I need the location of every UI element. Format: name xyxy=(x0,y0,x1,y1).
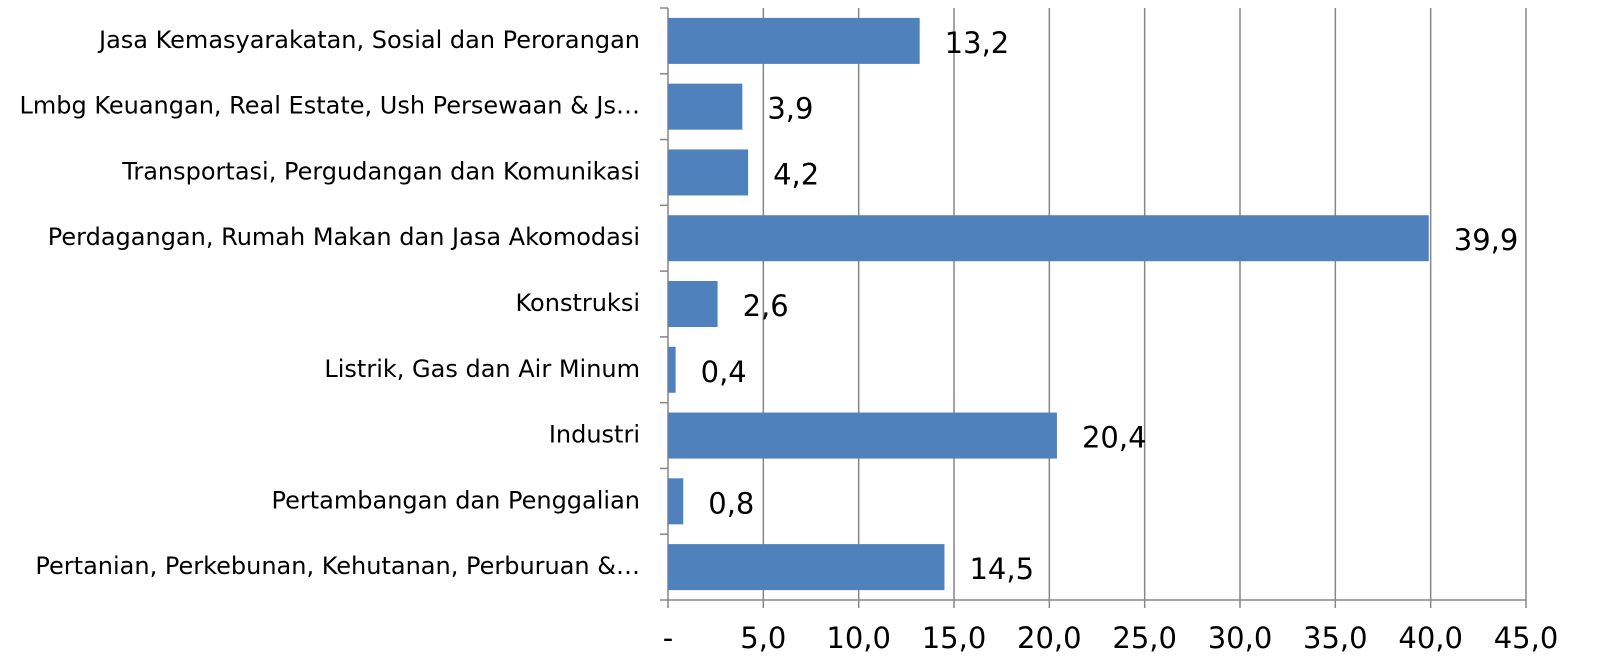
category-label: Perdagangan, Rumah Makan dan Jasa Akomod… xyxy=(48,223,640,251)
bar xyxy=(668,215,1429,262)
category-label: Pertanian, Perkebunan, Kehutanan, Perbur… xyxy=(35,552,640,580)
bar xyxy=(668,478,684,525)
value-label: 20,4 xyxy=(1082,421,1147,455)
value-label: 13,2 xyxy=(945,26,1010,60)
value-label: 0,4 xyxy=(701,355,747,389)
category-label: Transportasi, Pergudangan dan Komunikasi xyxy=(121,157,640,185)
category-label: Listrik, Gas dan Air Minum xyxy=(324,355,640,383)
category-label: Pertambangan dan Penggalian xyxy=(272,486,640,514)
x-tick-label: 20,0 xyxy=(1017,621,1082,655)
value-label: 3,9 xyxy=(767,92,813,126)
x-tick-label: 5,0 xyxy=(740,621,786,655)
bar xyxy=(668,544,945,591)
bar xyxy=(668,346,676,393)
x-tick-label: 15,0 xyxy=(922,621,987,655)
x-tick-label: 10,0 xyxy=(826,621,891,655)
value-label: 0,8 xyxy=(708,486,754,520)
value-label: 14,5 xyxy=(969,552,1034,586)
category-label: Industri xyxy=(549,421,640,449)
x-tick-label: 45,0 xyxy=(1494,621,1559,655)
x-tick-label: 35,0 xyxy=(1303,621,1368,655)
bar xyxy=(668,149,749,196)
x-tick-label: 40,0 xyxy=(1398,621,1463,655)
x-tick-label: - xyxy=(663,621,673,655)
x-tick-label: 25,0 xyxy=(1112,621,1177,655)
category-label: Jasa Kemasyarakatan, Sosial dan Perorang… xyxy=(97,26,640,54)
value-label: 2,6 xyxy=(743,289,789,323)
category-label: Konstruksi xyxy=(516,289,641,317)
x-tick-label: 30,0 xyxy=(1208,621,1273,655)
bar xyxy=(668,412,1057,459)
bar xyxy=(668,17,920,64)
bar xyxy=(668,83,743,130)
bar xyxy=(668,281,718,327)
category-label: Lmbg Keuangan, Real Estate, Ush Persewaa… xyxy=(19,92,640,120)
value-label: 39,9 xyxy=(1454,223,1519,257)
value-label: 4,2 xyxy=(773,157,819,191)
